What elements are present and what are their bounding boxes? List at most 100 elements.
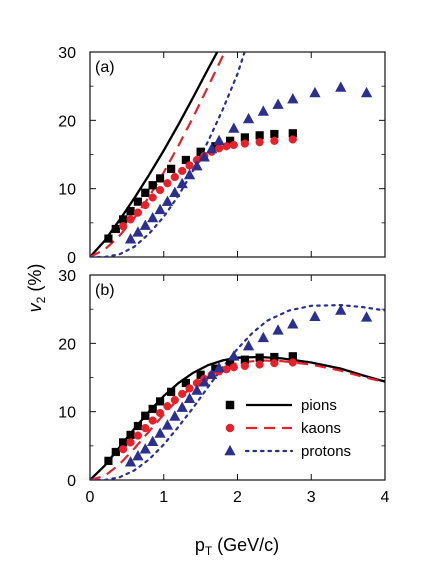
- y-tick-label: 20: [58, 113, 76, 130]
- curve-pions: [90, 355, 385, 480]
- point-protons: [191, 160, 203, 171]
- point-protons: [206, 368, 218, 380]
- point-pions: [119, 215, 128, 224]
- point-protons: [213, 134, 225, 146]
- point-protons: [198, 376, 210, 387]
- curve-protons: [90, 52, 246, 257]
- legend-marker-kaons: [225, 423, 235, 433]
- point-protons: [272, 98, 284, 109]
- point-protons: [287, 93, 299, 104]
- point-kaons: [185, 384, 194, 393]
- point-protons: [191, 384, 203, 395]
- point-kaons: [155, 408, 165, 418]
- point-kaons: [141, 200, 150, 210]
- point-kaons: [178, 389, 187, 399]
- point-protons: [360, 86, 373, 98]
- point-protons: [309, 310, 321, 321]
- point-kaons: [270, 136, 279, 145]
- point-kaons: [126, 438, 135, 447]
- point-protons: [257, 105, 269, 116]
- y-tick-label: 0: [67, 473, 76, 490]
- point-kaons: [288, 135, 297, 144]
- point-protons: [176, 401, 188, 412]
- legend-item-kaons: kaons: [225, 420, 341, 437]
- point-pions: [148, 181, 157, 190]
- curve-kaons: [90, 52, 227, 257]
- point-kaons: [229, 140, 238, 150]
- point-protons: [272, 324, 284, 335]
- point-pions: [133, 197, 143, 206]
- point-kaons: [141, 423, 150, 433]
- point-protons: [228, 350, 240, 361]
- point-kaons: [288, 358, 297, 367]
- x-tick-label: 1: [159, 489, 168, 506]
- point-kaons: [240, 139, 249, 148]
- point-kaons: [229, 363, 238, 372]
- panel-label: (a): [95, 59, 115, 76]
- point-pions: [255, 353, 264, 362]
- point-pions: [104, 456, 113, 465]
- point-kaons: [119, 222, 128, 231]
- point-protons: [176, 177, 188, 189]
- point-protons: [124, 456, 137, 467]
- point-kaons: [163, 179, 172, 188]
- point-protons: [183, 392, 196, 403]
- point-protons: [139, 443, 151, 454]
- point-pions: [126, 207, 135, 216]
- point-protons: [124, 233, 137, 244]
- y-tick-label: 20: [58, 336, 76, 353]
- y-tick-label: 0: [67, 250, 76, 267]
- point-pions: [126, 430, 135, 440]
- curve-kaons: [90, 359, 385, 480]
- point-pions: [167, 387, 176, 396]
- x-tick-label: 4: [381, 489, 390, 506]
- point-kaons: [119, 445, 128, 454]
- point-protons: [169, 410, 181, 421]
- point-protons: [139, 219, 151, 230]
- point-pions: [133, 421, 143, 431]
- point-protons: [154, 203, 166, 215]
- point-kaons: [126, 215, 135, 224]
- point-kaons: [170, 172, 179, 182]
- legend-label-pions: pions: [301, 397, 337, 414]
- plot-clipped-layer: [90, 52, 373, 257]
- point-kaons: [155, 185, 165, 195]
- point-protons: [183, 168, 196, 180]
- point-kaons: [170, 395, 179, 405]
- x-axis-label: pT (GeV/c): [195, 535, 279, 558]
- panel-label: (b): [95, 282, 115, 299]
- legend-label-protons: protons: [301, 443, 351, 460]
- point-protons: [147, 435, 159, 446]
- point-pions: [255, 131, 264, 140]
- point-pions: [111, 224, 120, 234]
- panel-b: 0 1 2 3 4 0 10 20 30 (b): [58, 268, 389, 506]
- point-protons: [147, 211, 159, 223]
- point-protons: [309, 86, 321, 98]
- point-protons: [228, 122, 240, 133]
- point-protons: [213, 361, 225, 373]
- point-kaons: [240, 361, 249, 370]
- legend-item-protons: protons: [224, 443, 351, 460]
- x-tick-label: 2: [233, 489, 242, 506]
- point-pions: [155, 174, 165, 183]
- point-pions: [141, 188, 150, 197]
- legend-marker-pions: [225, 400, 235, 410]
- point-protons: [132, 449, 144, 461]
- point-kaons: [185, 161, 194, 170]
- point-protons: [335, 304, 347, 315]
- point-pions: [148, 404, 157, 414]
- point-kaons: [148, 193, 157, 202]
- point-protons: [242, 112, 255, 124]
- point-protons: [161, 419, 174, 430]
- point-protons: [169, 186, 181, 198]
- y-tick-label: 30: [58, 268, 76, 285]
- point-kaons: [255, 360, 264, 369]
- point-kaons: [148, 416, 157, 425]
- point-pions: [104, 234, 113, 243]
- point-kaons: [255, 138, 264, 147]
- point-pions: [270, 129, 279, 139]
- point-pions: [141, 411, 150, 420]
- x-tick-label: 3: [307, 489, 316, 506]
- point-protons: [132, 226, 144, 237]
